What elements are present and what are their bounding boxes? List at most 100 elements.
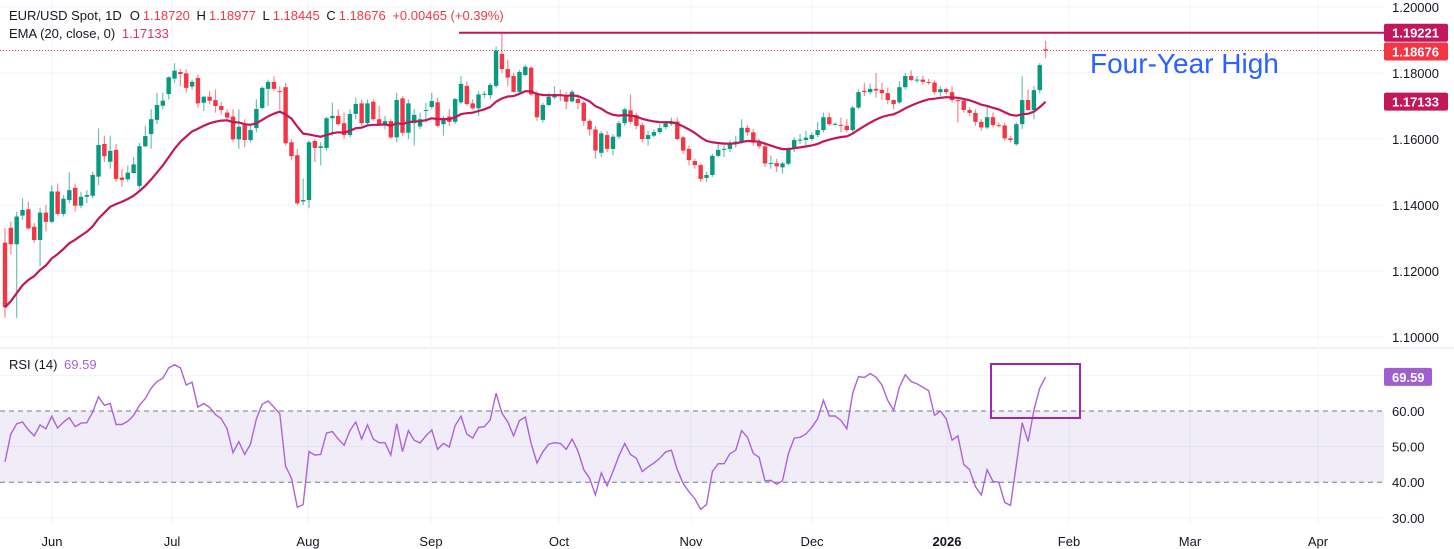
four-year-high-annotation: Four-Year High: [1090, 48, 1279, 79]
candle: [499, 32, 505, 73]
time-tick-label[interactable]: Jul: [164, 534, 181, 549]
candle: [271, 76, 277, 92]
rsi-tick-label: 40.00: [1392, 475, 1425, 490]
candle: [32, 223, 37, 243]
candle-body: [1014, 124, 1019, 145]
candle-body: [207, 96, 212, 101]
candle-body: [926, 81, 931, 83]
candle: [482, 91, 487, 98]
rsi-axis[interactable]: 60.00 50.00 40.00 30.00: [1392, 404, 1425, 526]
rsi-tick-label: 50.00: [1392, 440, 1425, 455]
candle-body: [827, 117, 832, 125]
time-tick-label[interactable]: Nov: [679, 534, 703, 549]
ema-legend[interactable]: EMA (20, close, 0) 1.17133: [9, 26, 172, 42]
ema-value: 1.17133: [121, 26, 169, 41]
candle: [721, 145, 727, 158]
candle: [803, 130, 809, 146]
candle: [119, 168, 125, 187]
candle: [710, 153, 715, 177]
time-tick-label[interactable]: Sep: [419, 534, 442, 549]
candle-body: [312, 140, 318, 148]
candle-body: [84, 195, 90, 197]
candle: [458, 76, 464, 105]
candle-body: [844, 125, 850, 131]
candle: [265, 79, 271, 106]
price-axis[interactable]: 1.20000 1.18000 1.16000 1.14000 1.12000 1.100…: [1392, 0, 1439, 345]
candle-body: [663, 123, 668, 128]
candle-body: [973, 112, 978, 122]
candle: [102, 135, 107, 163]
ohlc-legend[interactable]: EUR/USD Spot, 1D O 1.18720 H 1.18977 L 1.184…: [9, 8, 507, 24]
time-tick-label[interactable]: Dec: [800, 534, 824, 549]
candle-body: [990, 117, 996, 126]
candle-body: [441, 118, 446, 125]
candle-body: [488, 84, 493, 96]
time-tick-label[interactable]: Aug: [296, 534, 319, 549]
candle-body: [891, 100, 896, 105]
candle: [470, 99, 475, 110]
candle: [1043, 40, 1048, 59]
candle-body: [236, 126, 242, 140]
candle: [236, 109, 242, 149]
candle-body: [599, 133, 604, 153]
symbol-title[interactable]: EUR/USD Spot, 1D: [9, 8, 122, 23]
candle: [388, 119, 394, 139]
candle: [698, 163, 703, 182]
candle: [891, 99, 896, 110]
candle-body: [254, 108, 259, 129]
candle: [751, 129, 756, 146]
candle-body: [838, 124, 844, 126]
candle: [49, 185, 54, 224]
candle: [184, 69, 189, 93]
candle-body: [680, 137, 686, 151]
candle: [809, 132, 814, 141]
candle-body: [1043, 49, 1048, 51]
time-tick-label[interactable]: Apr: [1308, 534, 1329, 549]
candle-body: [593, 129, 598, 151]
change-value: +0.00465 (+0.39%): [392, 8, 504, 23]
rsi-legend[interactable]: RSI (14) 69.59: [9, 357, 100, 373]
candle: [166, 76, 171, 100]
candle-body: [751, 132, 756, 143]
candle-body: [686, 148, 692, 161]
time-axis[interactable]: Jun Jul Aug Sep Oct Nov Dec 2026 Feb Mar Apr: [42, 534, 1329, 549]
candle-body: [716, 149, 721, 156]
candle: [680, 135, 686, 154]
candle: [996, 122, 1002, 128]
candle: [213, 89, 218, 113]
candle-body: [1002, 125, 1007, 139]
candle: [125, 165, 130, 182]
time-tick-label[interactable]: 2026: [933, 534, 962, 549]
candle-body: [406, 103, 411, 133]
candle: [318, 142, 323, 166]
candle: [1002, 122, 1007, 141]
time-tick-label[interactable]: Feb: [1058, 534, 1080, 549]
candle: [768, 155, 774, 169]
price-tick-label: 1.10000: [1392, 330, 1439, 345]
candle: [540, 102, 546, 123]
candle: [604, 130, 610, 153]
time-tick-label[interactable]: Mar: [1179, 534, 1202, 549]
candle-body: [400, 98, 405, 133]
high-value: 1.18977: [208, 8, 256, 23]
rsi-highlight-box[interactable]: [990, 363, 1081, 419]
candle: [435, 97, 440, 128]
candle-body: [704, 174, 709, 178]
candle: [55, 183, 60, 216]
candle-body: [271, 81, 277, 89]
candle-body: [774, 163, 779, 167]
candle: [108, 135, 113, 169]
candle-body: [230, 116, 236, 140]
time-tick-label[interactable]: Oct: [549, 534, 570, 549]
candle-body: [540, 105, 546, 120]
candle: [599, 130, 604, 158]
candle: [8, 221, 14, 255]
time-tick-label[interactable]: Jun: [42, 534, 63, 549]
candle: [260, 86, 265, 110]
candle-body: [201, 96, 206, 103]
candle: [137, 142, 142, 189]
candle-body: [634, 115, 639, 126]
candle-body: [78, 196, 84, 206]
candle: [961, 98, 966, 113]
